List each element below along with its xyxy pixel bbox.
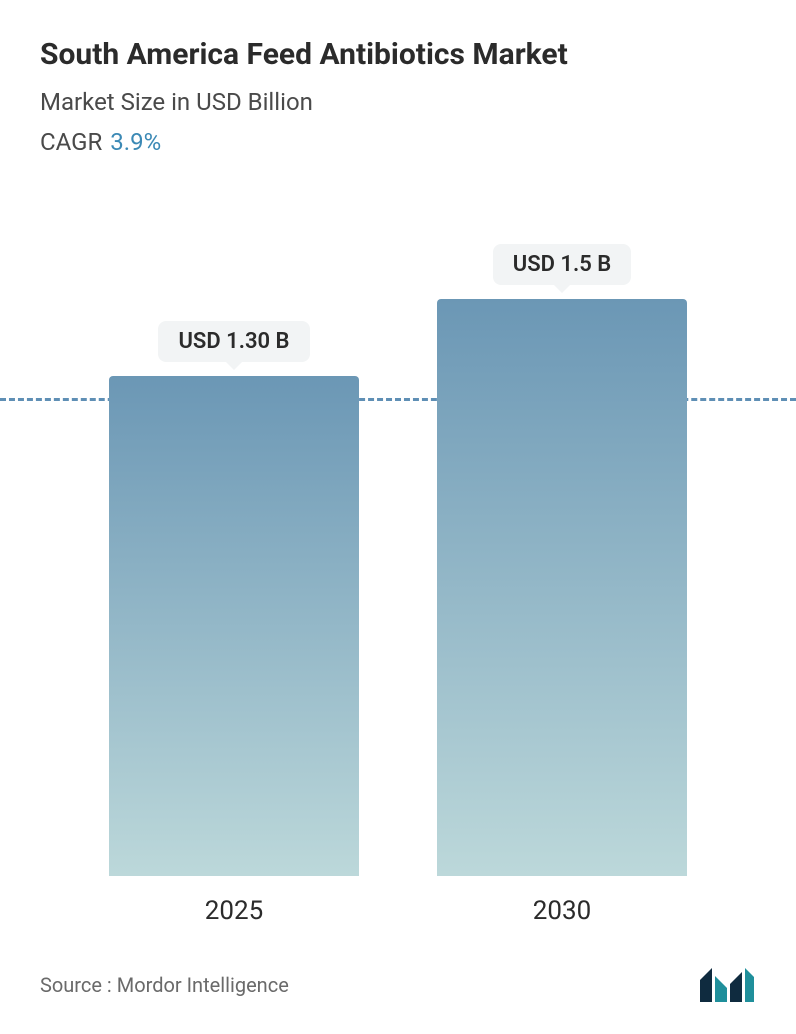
chart-title: South America Feed Antibiotics Market: [40, 36, 756, 74]
cagr-line: CAGR 3.9%: [40, 128, 756, 156]
logo-shape-4: [745, 968, 754, 1002]
footer: Source : Mordor Intelligence: [40, 946, 756, 1004]
mordor-logo-icon: [698, 966, 756, 1004]
logo-shape-3: [730, 972, 742, 1002]
chart-area: USD 1.30 B 2025 USD 1.5 B 2030: [40, 216, 756, 947]
bar-0: [109, 376, 359, 876]
source-text: Source : Mordor Intelligence: [40, 973, 289, 997]
bar-1: [437, 299, 687, 876]
bar-group-0: USD 1.30 B 2025: [109, 321, 359, 926]
bar-value-label-1: USD 1.5 B: [493, 244, 632, 285]
chart-container: South America Feed Antibiotics Market Ma…: [0, 0, 796, 1034]
logo-shape-1: [700, 968, 712, 1002]
bar-x-label-1: 2030: [533, 896, 591, 926]
cagr-value: 3.9%: [110, 128, 161, 156]
chart-subtitle: Market Size in USD Billion: [40, 88, 756, 116]
bar-value-label-0: USD 1.30 B: [158, 321, 309, 362]
logo-shape-2: [715, 976, 727, 1002]
bar-group-1: USD 1.5 B 2030: [437, 244, 687, 926]
bar-x-label-0: 2025: [205, 896, 263, 926]
cagr-label: CAGR: [40, 128, 102, 156]
